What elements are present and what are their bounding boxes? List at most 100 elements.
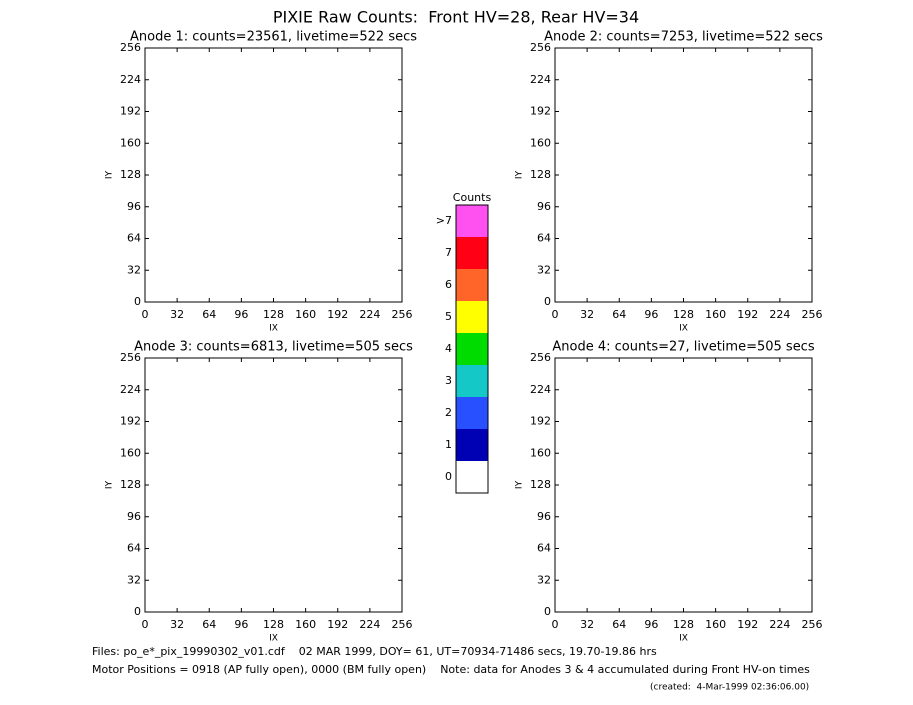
y-tick-label: 128 [120,478,141,491]
plot-frame [554,47,813,303]
y-axis-label: IY [105,170,115,179]
x-tick-label: 128 [673,618,694,631]
y-tick-label: 192 [120,415,141,428]
colorbar-swatch [456,429,488,461]
x-tick-label: 96 [234,308,248,321]
x-tick-label: 96 [644,618,658,631]
panel-title: Anode 2: counts=7253, livetime=522 secs [544,30,823,45]
y-tick-label: 0 [134,605,141,618]
y-tick-label: 192 [120,105,141,118]
x-tick-label: 64 [612,308,626,321]
x-tick-label: 128 [673,308,694,321]
footer-motor: Motor Positions = 0918 (AP fully open), … [92,663,810,676]
panel-title: Anode 4: counts=27, livetime=505 secs [552,340,814,355]
y-tick-label: 160 [530,136,551,149]
x-tick-label: 64 [202,618,216,631]
x-axis-label: IX [679,634,688,644]
colorbar-swatch [456,237,488,269]
x-tick-label: 160 [705,308,726,321]
colorbar-label: 2 [445,406,452,419]
y-tick-label: 64 [127,542,141,555]
x-tick-label: 32 [580,308,594,321]
x-tick-label: 0 [142,618,149,631]
y-tick-label: 32 [127,573,141,586]
x-tick-label: 32 [170,308,184,321]
y-axis-label: IY [105,480,115,489]
x-tick-label: 256 [802,618,823,631]
y-tick-label: 128 [530,478,551,491]
y-tick-label: 64 [537,232,551,245]
y-tick-label: 128 [120,168,141,181]
colorbar-swatch [456,333,488,365]
footer-files: Files: po_e*_pix_19990302_v01.cdf 02 MAR… [92,645,657,658]
y-tick-label: 224 [530,73,551,86]
y-tick-label: 0 [134,295,141,308]
panel-title: Anode 1: counts=23561, livetime=522 secs [130,30,417,45]
y-tick-label: 160 [120,446,141,459]
colorbar-swatch [456,301,488,333]
x-tick-label: 224 [359,618,380,631]
x-tick-label: 0 [552,618,559,631]
x-tick-label: 128 [263,618,284,631]
y-tick-label: 160 [120,136,141,149]
x-tick-label: 96 [234,618,248,631]
y-tick-label: 224 [120,383,141,396]
y-tick-label: 256 [120,351,141,364]
colorbar-swatch [456,365,488,397]
x-tick-label: 64 [202,308,216,321]
y-tick-label: 32 [127,263,141,276]
x-tick-label: 192 [737,308,758,321]
x-tick-label: 224 [359,308,380,321]
colorbar-label: 7 [445,246,452,259]
colorbar-swatch [456,461,488,493]
y-tick-label: 192 [530,105,551,118]
x-tick-label: 160 [295,618,316,631]
x-tick-label: 160 [295,308,316,321]
y-tick-label: 128 [530,168,551,181]
y-tick-label: 32 [537,573,551,586]
x-tick-label: 64 [612,618,626,631]
y-tick-label: 256 [530,41,551,54]
y-tick-label: 224 [120,73,141,86]
x-axis-label: IX [269,324,278,334]
colorbar-label: 0 [445,470,452,483]
x-tick-label: 32 [170,618,184,631]
plot-frame [144,47,403,303]
colorbar-label: 3 [445,374,452,387]
colorbar-swatch [456,205,488,237]
x-tick-label: 224 [769,618,790,631]
y-axis-label: IY [515,170,525,179]
colorbar-label: 1 [445,438,452,451]
x-tick-label: 128 [263,308,284,321]
x-tick-label: 0 [552,308,559,321]
colorbar-frame [455,204,489,494]
x-tick-label: 224 [769,308,790,321]
x-tick-label: 192 [737,618,758,631]
x-tick-label: 32 [580,618,594,631]
x-tick-label: 256 [392,618,413,631]
footer-created: (created: 4-Mar-1999 02:36:06.00) [650,683,809,693]
x-tick-label: 0 [142,308,149,321]
y-tick-label: 0 [544,605,551,618]
y-axis-label: IY [515,480,525,489]
page-title: PIXIE Raw Counts: Front HV=28, Rear HV=3… [273,8,639,27]
y-tick-label: 32 [537,263,551,276]
plot-frame [144,357,403,613]
plot-frame [554,357,813,613]
colorbar-label: >7 [436,214,452,227]
y-tick-label: 96 [537,200,551,213]
panel-title: Anode 3: counts=6813, livetime=505 secs [134,340,413,355]
colorbar-swatch [456,269,488,301]
x-tick-label: 192 [327,308,348,321]
x-tick-label: 256 [802,308,823,321]
colorbar-label: 4 [445,342,452,355]
x-tick-label: 256 [392,308,413,321]
y-tick-label: 192 [530,415,551,428]
y-tick-label: 224 [530,383,551,396]
colorbar-label: 5 [445,310,452,323]
x-axis-label: IX [269,634,278,644]
x-axis-label: IX [679,324,688,334]
y-tick-label: 160 [530,446,551,459]
